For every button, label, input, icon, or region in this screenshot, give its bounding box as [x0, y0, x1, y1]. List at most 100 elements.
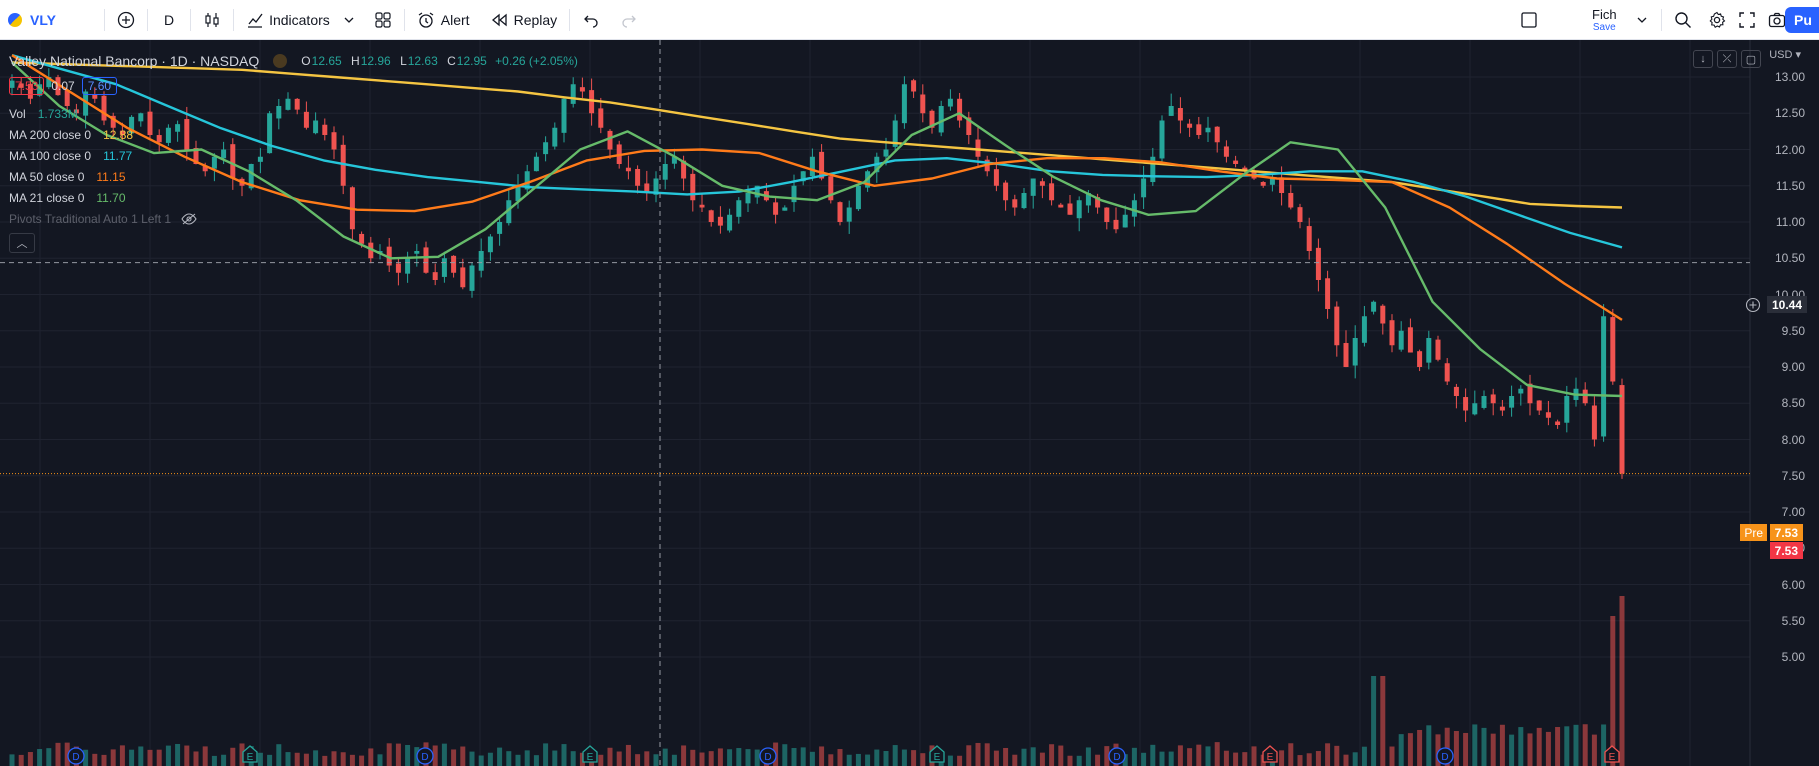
- bid-price[interactable]: 7.53: [9, 77, 45, 95]
- legend-main-row: Valley National Bancorp · 1D · NASDAQ O1…: [9, 50, 578, 71]
- last-price-label: 7.53: [1769, 542, 1803, 559]
- volume-name: Vol: [9, 106, 26, 121]
- hidden-eye-icon[interactable]: [181, 212, 197, 225]
- candle-body: [819, 151, 825, 179]
- currency-selector[interactable]: USD ▾: [1769, 49, 1801, 61]
- volume-bar: [276, 744, 282, 766]
- candle-body: [1481, 396, 1487, 408]
- volume-bar: [1545, 731, 1551, 766]
- close-value: 12.95: [456, 53, 487, 68]
- candle-body: [1104, 207, 1110, 222]
- fullscreen-button[interactable]: [1732, 0, 1762, 40]
- volume-bar: [1591, 734, 1597, 766]
- candle-body: [966, 117, 972, 135]
- redo-button[interactable]: [610, 0, 648, 39]
- add-alert-plus-icon[interactable]: [1745, 297, 1761, 313]
- maximize-pane-button[interactable]: ▢: [1741, 50, 1761, 68]
- volume-bar: [1555, 727, 1561, 766]
- undo-button[interactable]: [572, 0, 610, 39]
- ma-legend-row[interactable]: MA 100 close 0 11.77: [9, 145, 578, 166]
- volume-bar: [984, 743, 990, 766]
- search-icon: [1674, 12, 1691, 28]
- candle-body: [248, 164, 254, 189]
- publish-button[interactable]: Pu: [1785, 7, 1819, 33]
- collapse-pane-button[interactable]: ⤫: [1717, 50, 1737, 68]
- price-scale-label: 8.50: [1781, 396, 1805, 411]
- move-pane-down-button[interactable]: ↓: [1693, 50, 1713, 68]
- candle-body: [1279, 177, 1285, 193]
- top-toolbar: VLY D Indicators Alert Replay: [0, 0, 1819, 40]
- symbol-search-button[interactable]: VLY: [0, 0, 66, 39]
- candle-body: [1380, 305, 1386, 324]
- candle-body: [1187, 123, 1193, 128]
- toolbar-divider: [103, 8, 105, 31]
- ma50-line: [11, 54, 1623, 321]
- settings-button[interactable]: [1702, 0, 1732, 40]
- candle-body: [754, 185, 760, 198]
- chart-pane[interactable]: D E D E D E D E D E ↓ ⤫ ▢: [0, 40, 1819, 766]
- volume-bar: [1499, 724, 1505, 766]
- candle-body: [993, 169, 999, 186]
- candle-body: [138, 113, 144, 122]
- candle-body: [947, 98, 953, 107]
- alert-button[interactable]: Alert: [407, 0, 480, 39]
- volume-bar: [487, 752, 493, 766]
- candle-body: [1003, 182, 1009, 201]
- save-layout-button[interactable]: Fich Save: [1582, 8, 1627, 33]
- volume-bar: [1325, 743, 1331, 766]
- price-scale-label: 6.00: [1781, 577, 1805, 592]
- volume-bar: [1196, 744, 1202, 766]
- candle-body: [1564, 396, 1570, 423]
- ma-legend-row[interactable]: MA 50 close 0 11.15: [9, 166, 578, 187]
- ma-legend-row[interactable]: MA 21 close 0 11.70: [9, 187, 578, 208]
- candle-body: [736, 200, 742, 217]
- candle-body: [1591, 405, 1597, 440]
- volume-bar: [727, 749, 733, 766]
- candle-body: [1141, 178, 1147, 198]
- layout-select-button[interactable]: [1510, 0, 1548, 40]
- candle-body: [920, 94, 926, 114]
- candle-body: [175, 124, 181, 132]
- publish-label: Pu: [1794, 12, 1812, 28]
- interval-button[interactable]: D: [150, 0, 188, 39]
- compare-symbol-button[interactable]: [107, 0, 145, 39]
- toolbar-divider: [233, 8, 235, 31]
- candle-body: [27, 83, 33, 99]
- pivots-legend-row[interactable]: Pivots Traditional Auto 1 Left 1: [9, 208, 578, 229]
- volume-bar: [478, 755, 484, 766]
- indicators-button[interactable]: Indicators: [236, 0, 364, 39]
- candle-body: [1417, 351, 1423, 367]
- market-status-icon[interactable]: [273, 53, 288, 68]
- candle-body: [313, 120, 319, 134]
- candle-body: [64, 90, 70, 106]
- candle-body: [147, 111, 153, 135]
- templates-button[interactable]: [364, 0, 402, 39]
- collapse-legend-button[interactable]: ︿: [9, 233, 35, 253]
- volume-bar: [883, 750, 889, 766]
- chevron-down-icon[interactable]: [1637, 15, 1647, 25]
- alarm-clock-icon: [418, 11, 434, 28]
- search-button[interactable]: [1664, 0, 1702, 40]
- volume-bar: [267, 754, 273, 766]
- candle-body: [469, 265, 475, 291]
- chevron-down-icon[interactable]: [344, 15, 354, 25]
- volume-bar: [27, 752, 33, 766]
- square-icon: [1521, 12, 1537, 28]
- earnings-marker: E: [582, 745, 598, 763]
- volume-legend-row[interactable]: Vol 1.733M: [9, 103, 578, 124]
- price-scale-label: 7.50: [1781, 468, 1805, 483]
- chart-type-button[interactable]: [193, 0, 231, 39]
- marker-letter: E: [587, 752, 594, 763]
- dividend-marker: D: [1108, 747, 1126, 765]
- replay-button[interactable]: Replay: [480, 0, 568, 39]
- symbol-title[interactable]: Valley National Bancorp · 1D · NASDAQ: [9, 52, 260, 69]
- volume-bar: [239, 743, 245, 766]
- camera-icon: [1768, 12, 1785, 28]
- ask-price[interactable]: 7.60: [81, 77, 118, 95]
- candle-body: [975, 139, 981, 157]
- fullscreen-icon: [1738, 12, 1755, 28]
- ma-legend-row[interactable]: MA 200 close 0 12.88: [9, 124, 578, 145]
- snapshot-button[interactable]: [1762, 0, 1792, 40]
- volume-bar: [257, 752, 263, 766]
